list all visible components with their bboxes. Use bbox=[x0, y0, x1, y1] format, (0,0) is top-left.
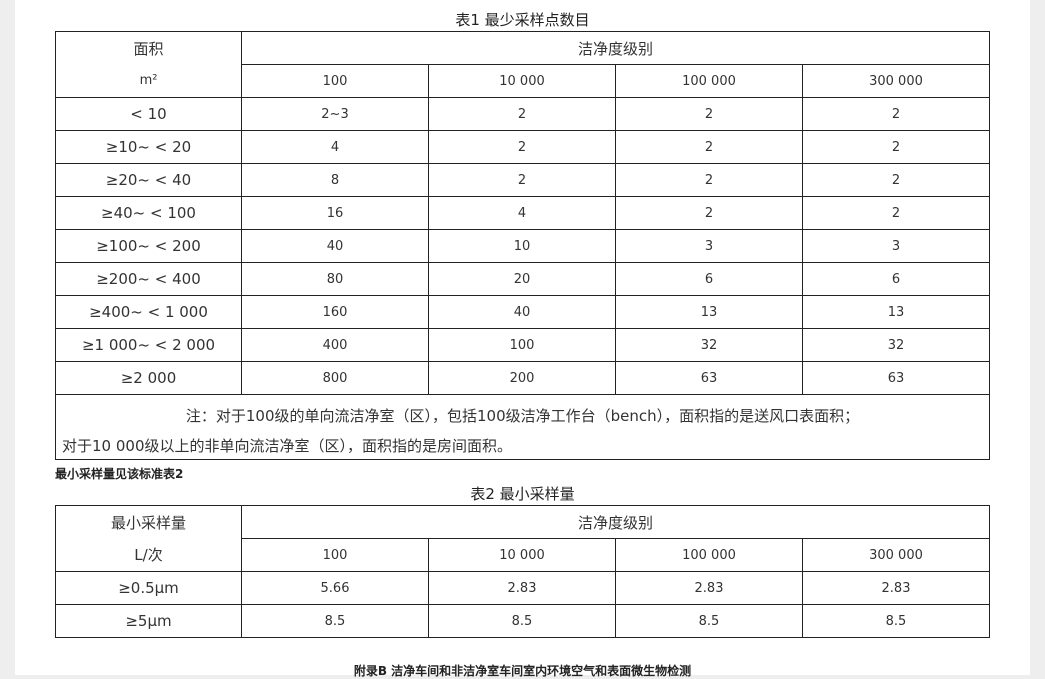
area-unit: m² bbox=[55, 64, 242, 98]
table-cell: 3 bbox=[802, 229, 990, 263]
table-cell: 160 bbox=[241, 295, 429, 329]
row-label: ≥10~ < 20 bbox=[55, 130, 242, 164]
table-cell: 2 bbox=[802, 130, 990, 164]
row-label: ≥200~ < 400 bbox=[55, 262, 242, 296]
volume-header: 最小采样量 bbox=[55, 505, 242, 539]
row-label: ≥1 000~ < 2 000 bbox=[55, 328, 242, 362]
row-label: ≥100~ < 200 bbox=[55, 229, 242, 263]
table-cell: 2 bbox=[428, 97, 616, 131]
class-300000: 300 000 bbox=[802, 64, 990, 98]
table-cell: 2 bbox=[802, 196, 990, 230]
table1-note: 注：对于100级的单向流洁净室（区），包括100级洁净工作台（bench），面积… bbox=[55, 394, 990, 460]
table-cell: 13 bbox=[802, 295, 990, 329]
row-label: ≥0.5μm bbox=[55, 571, 242, 605]
class-300000: 300 000 bbox=[802, 538, 990, 572]
table-cell: 2 bbox=[802, 97, 990, 131]
table-cell: 800 bbox=[241, 361, 429, 395]
table-cell: 2 bbox=[615, 196, 803, 230]
table-cell: 2 bbox=[802, 163, 990, 197]
table-cell: 4 bbox=[428, 196, 616, 230]
table-cell: 5.66 bbox=[241, 571, 429, 605]
note-line-1: 注：对于100级的单向流洁净室（区），包括100级洁净工作台（bench），面积… bbox=[185, 406, 860, 425]
row-label: ≥40~ < 100 bbox=[55, 196, 242, 230]
table-row: ≥2 000 800 200 63 63 bbox=[55, 361, 990, 395]
table1-caption: 表1 最少采样点数目 bbox=[455, 11, 590, 29]
table-cell: 8.5 bbox=[428, 604, 616, 638]
table-cell: 8.5 bbox=[802, 604, 990, 638]
table-row: ≥0.5μm 5.66 2.83 2.83 2.83 bbox=[55, 571, 990, 605]
table-row: ≥200~ < 400 80 20 6 6 bbox=[55, 262, 990, 296]
row-label: ≥400~ < 1 000 bbox=[55, 295, 242, 329]
row-label: < 10 bbox=[55, 97, 242, 131]
table2-caption: 表2 最小采样量 bbox=[470, 485, 575, 503]
table-cell: 32 bbox=[802, 328, 990, 362]
class-10000: 10 000 bbox=[428, 64, 616, 98]
table-row: ≥100~ < 200 40 10 3 3 bbox=[55, 229, 990, 263]
table-cell: 63 bbox=[615, 361, 803, 395]
class-header: 洁净度级别 bbox=[241, 31, 990, 65]
table-cell: 2 bbox=[615, 97, 803, 131]
table-cell: 6 bbox=[615, 262, 803, 296]
class-100000: 100 000 bbox=[615, 538, 803, 572]
between-text: 最小采样量见该标准表2 bbox=[55, 467, 184, 481]
table-row: ≥5μm 8.5 8.5 8.5 8.5 bbox=[55, 604, 990, 638]
table-row: ≥20~ < 40 8 2 2 2 bbox=[55, 163, 990, 197]
table-cell: 2 bbox=[615, 163, 803, 197]
class-10000: 10 000 bbox=[428, 538, 616, 572]
table-row: ≥10~ < 20 4 2 2 2 bbox=[55, 130, 990, 164]
table2-min-sampling-volume: 最小采样量 洁净度级别 L/次 100 10 000 100 000 300 0… bbox=[55, 505, 990, 638]
table-cell: 6 bbox=[802, 262, 990, 296]
table-row: ≥400~ < 1 000 160 40 13 13 bbox=[55, 295, 990, 329]
table-cell: 80 bbox=[241, 262, 429, 296]
table-cell: 2.83 bbox=[802, 571, 990, 605]
table-cell: 20 bbox=[428, 262, 616, 296]
table-row: ≥1 000~ < 2 000 400 100 32 32 bbox=[55, 328, 990, 362]
table-cell: 8.5 bbox=[615, 604, 803, 638]
table1-min-sampling-points: 面积 洁净度级别 m² 100 10 000 100 000 300 000 <… bbox=[55, 31, 990, 460]
row-label: ≥20~ < 40 bbox=[55, 163, 242, 197]
table-cell: 4 bbox=[241, 130, 429, 164]
table-cell: 200 bbox=[428, 361, 616, 395]
table-cell: 16 bbox=[241, 196, 429, 230]
row-label: ≥2 000 bbox=[55, 361, 242, 395]
class-100: 100 bbox=[241, 64, 429, 98]
table-cell: 2 bbox=[615, 130, 803, 164]
table-cell: 2 bbox=[428, 130, 616, 164]
note-line-2: 对于10 000级以上的非单向流洁净室（区），面积指的是房间面积。 bbox=[62, 436, 512, 455]
appendix-title: 附录B 洁净车间和非洁净室车间室内环境空气和表面微生物检测 bbox=[353, 664, 692, 678]
table-cell: 2.83 bbox=[428, 571, 616, 605]
table-cell: 32 bbox=[615, 328, 803, 362]
table-cell: 2.83 bbox=[615, 571, 803, 605]
area-header: 面积 bbox=[55, 31, 242, 65]
table-cell: 8 bbox=[241, 163, 429, 197]
table-row: ≥40~ < 100 16 4 2 2 bbox=[55, 196, 990, 230]
table-cell: 2 bbox=[428, 163, 616, 197]
table-cell: 63 bbox=[802, 361, 990, 395]
row-label: ≥5μm bbox=[55, 604, 242, 638]
class-header: 洁净度级别 bbox=[241, 505, 990, 539]
table-cell: 40 bbox=[428, 295, 616, 329]
table-cell: 40 bbox=[241, 229, 429, 263]
table-cell: 3 bbox=[615, 229, 803, 263]
table-cell: 400 bbox=[241, 328, 429, 362]
table-cell: 8.5 bbox=[241, 604, 429, 638]
volume-unit: L/次 bbox=[55, 538, 242, 572]
table-cell: 13 bbox=[615, 295, 803, 329]
table-cell: 100 bbox=[428, 328, 616, 362]
class-100: 100 bbox=[241, 538, 429, 572]
table-cell: 10 bbox=[428, 229, 616, 263]
table-row: < 10 2~3 2 2 2 bbox=[55, 97, 990, 131]
table-cell: 2~3 bbox=[241, 97, 429, 131]
class-100000: 100 000 bbox=[615, 64, 803, 98]
